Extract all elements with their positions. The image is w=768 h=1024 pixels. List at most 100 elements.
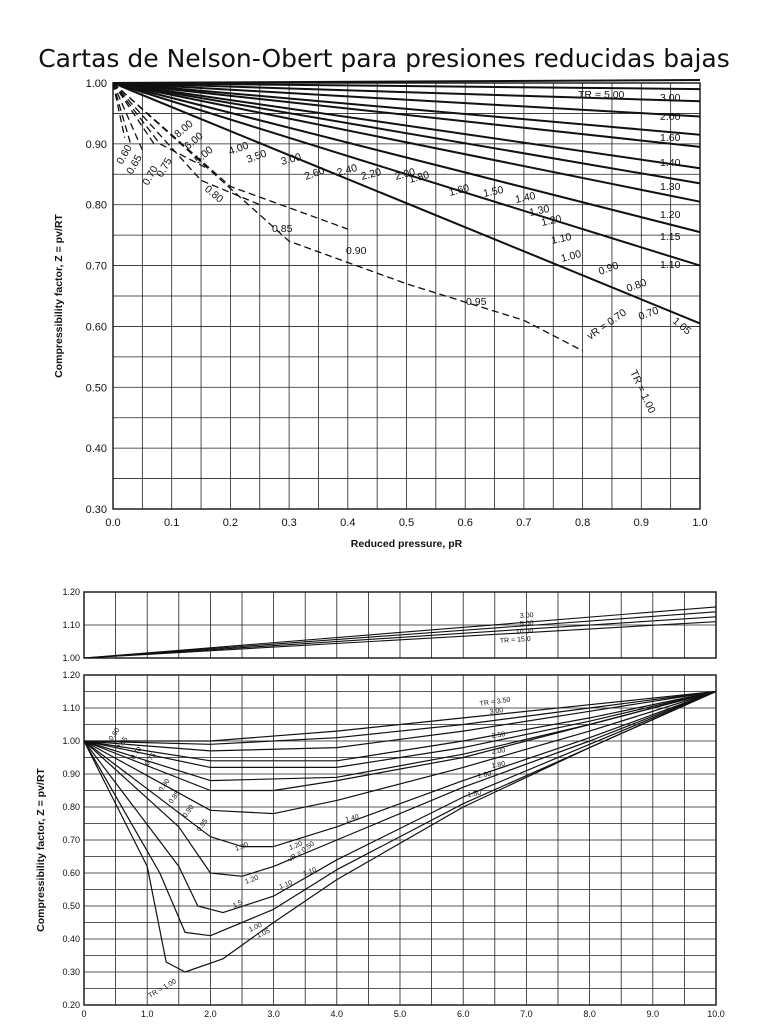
c1-curve-label: 1.50	[482, 184, 505, 200]
c1-y-tick-label: 0.80	[86, 200, 107, 212]
c1-curve-label: 0.95	[466, 296, 487, 308]
c1-y-tick-label: 0.70	[86, 261, 107, 273]
c2-y-tick-label: 0.40	[62, 934, 80, 944]
c1-curve-label: 1.10	[550, 231, 573, 247]
c1-x-tick-label: 0.7	[516, 517, 531, 529]
c1-curve-label: 0.80	[625, 276, 648, 294]
c1-curve-label: 3.00	[660, 92, 681, 104]
c2-series-3	[83, 690, 717, 762]
c1-x-axis-label: Reduced pressure, pR	[351, 538, 463, 550]
c2-x-tick-label: 6.0	[457, 1009, 470, 1019]
c1-series-4	[112, 82, 701, 136]
c1-series-10	[112, 82, 701, 267]
c2-x-tick-label: 8.0	[583, 1009, 596, 1019]
c1-curve-label: 1.20	[540, 213, 563, 229]
c2-x-tick-label: 7.0	[520, 1009, 533, 1019]
c2-y-tick-label: 0.80	[62, 802, 80, 812]
c2-curve-label: TR = 3.50	[479, 697, 511, 708]
c1-x-tick-label: 0.8	[575, 517, 590, 529]
c2-series-6	[83, 690, 717, 792]
c2-curve-label: 0.90	[182, 804, 196, 819]
c1-y-tick-label: 1.00	[86, 78, 107, 90]
c1-curve-label: 1.30	[660, 181, 681, 193]
c2-curve-label: 1.20	[288, 841, 303, 852]
c1-curve-label: vR = 0.70	[585, 307, 629, 343]
c2-series-11	[83, 690, 717, 937]
c2t-series-1	[83, 611, 717, 659]
c1-x-tick-label: 0.9	[634, 517, 649, 529]
c1-series-2	[112, 82, 701, 103]
c2-series-10	[83, 690, 717, 914]
c1-curve-label: 1.00	[560, 248, 583, 265]
c2-series-1	[83, 690, 717, 745]
c2-x-tick-label: 1.0	[141, 1009, 154, 1019]
c2t-curve-label: 5.00	[520, 620, 534, 628]
c2-y-tick-label: 0.90	[62, 769, 80, 779]
c1-x-tick-label: 1.0	[692, 517, 707, 529]
c2-series-9	[83, 690, 717, 877]
c1-series-12	[112, 82, 583, 352]
c1-curve-label: 0.70	[637, 304, 660, 322]
c1-curve-label: 2.20	[360, 166, 383, 183]
c1-series-0	[112, 79, 701, 84]
c2-series-12	[83, 690, 717, 973]
c2-curve-label: 1.10	[302, 867, 317, 878]
c1-y-tick-label: 0.40	[86, 443, 107, 455]
c2-x-tick-label: 3.0	[267, 1009, 280, 1019]
c1-x-tick-label: 0.6	[458, 517, 473, 529]
c1-curve-label: 0.90	[597, 259, 620, 277]
chart-medium-pressure: 0 1.0 2.0 3.0 4.0 5.0 6.0 7.0 8.0 9.0 10.0 0.20 0.30…	[35, 670, 725, 1019]
c1-y-tick-label: 0.90	[86, 139, 107, 151]
c2t-curve-label: 3.00	[520, 612, 534, 620]
c2-y-tick-label: 0.30	[62, 967, 80, 977]
c2-y-tick-label: 1.20	[62, 670, 80, 680]
c2-curve-label: 1.5	[232, 899, 244, 910]
c2-curve-label: 0.65	[116, 736, 130, 751]
c2t-curve-label: TR = 15.0	[500, 636, 531, 645]
c1-curve-label: 3.00	[280, 151, 303, 168]
c1-series-19	[112, 82, 126, 138]
c1-y-axis-label: Compressibility factor, Z = pv/RT	[53, 214, 65, 378]
c1-y-tick-label: 0.60	[86, 321, 107, 333]
c1-x-tick-label: 0.4	[340, 517, 355, 529]
c1-series-13	[112, 82, 349, 230]
c1-curve-label: 1.40	[660, 157, 681, 169]
c2t-curve-label: 10.00	[516, 628, 534, 636]
c1-curve-label: 0.85	[272, 223, 293, 235]
c2-series-7	[83, 690, 717, 815]
c1-curve-label: TR = 5.00	[578, 89, 625, 101]
c1-curve-label: 1.80	[408, 169, 431, 186]
c1-series-11	[112, 82, 701, 325]
c1-series-9	[112, 82, 701, 234]
c1-x-tick-label: 0.5	[399, 517, 414, 529]
c2-series-0	[84, 690, 717, 742]
c2-x-tick-label: 5.0	[394, 1009, 407, 1019]
c1-series-17	[112, 82, 143, 151]
c1-x-tick-label: 0.1	[164, 517, 179, 529]
c2-curve-label: 0.60	[108, 727, 122, 742]
c1-curve-label: 1.30	[528, 203, 551, 219]
c2t-y-tick-label: 1.10	[62, 620, 80, 630]
c2-y-axis-label: Compressibility factor, Z = pv/RT	[35, 768, 47, 932]
c2t-series-2	[83, 616, 717, 659]
c1-series-8	[112, 82, 701, 203]
c1-y-tick-label: 0.50	[86, 382, 107, 394]
c2-x-tick-label: 2.0	[204, 1009, 217, 1019]
c1-curve-label: 1.20	[660, 209, 681, 221]
c1-curve-label: 2.00	[394, 166, 417, 183]
c1-series-1	[112, 82, 701, 91]
c2-x-tick-label: 4.0	[331, 1009, 344, 1019]
c2-curve-label: 0.85	[168, 790, 182, 805]
c1-curve-label: 0.80	[202, 183, 225, 205]
c1-curve-label: 2.00	[660, 111, 681, 123]
c2-x-tick-label: 9.0	[647, 1009, 660, 1019]
c2-y-tick-label: 0.60	[62, 868, 80, 878]
c1-curve-label: 2.40	[336, 162, 359, 179]
c2-curve-label: 1.40	[345, 814, 360, 824]
c2-curve-label: 0.95	[196, 818, 210, 833]
c2-curve-label: 2.50	[491, 731, 506, 740]
c2-curve-label: 1.20	[244, 875, 259, 886]
c2-curve-label: TR = 1.00	[148, 978, 178, 1000]
c2-curve-label: 2.00	[491, 747, 506, 756]
